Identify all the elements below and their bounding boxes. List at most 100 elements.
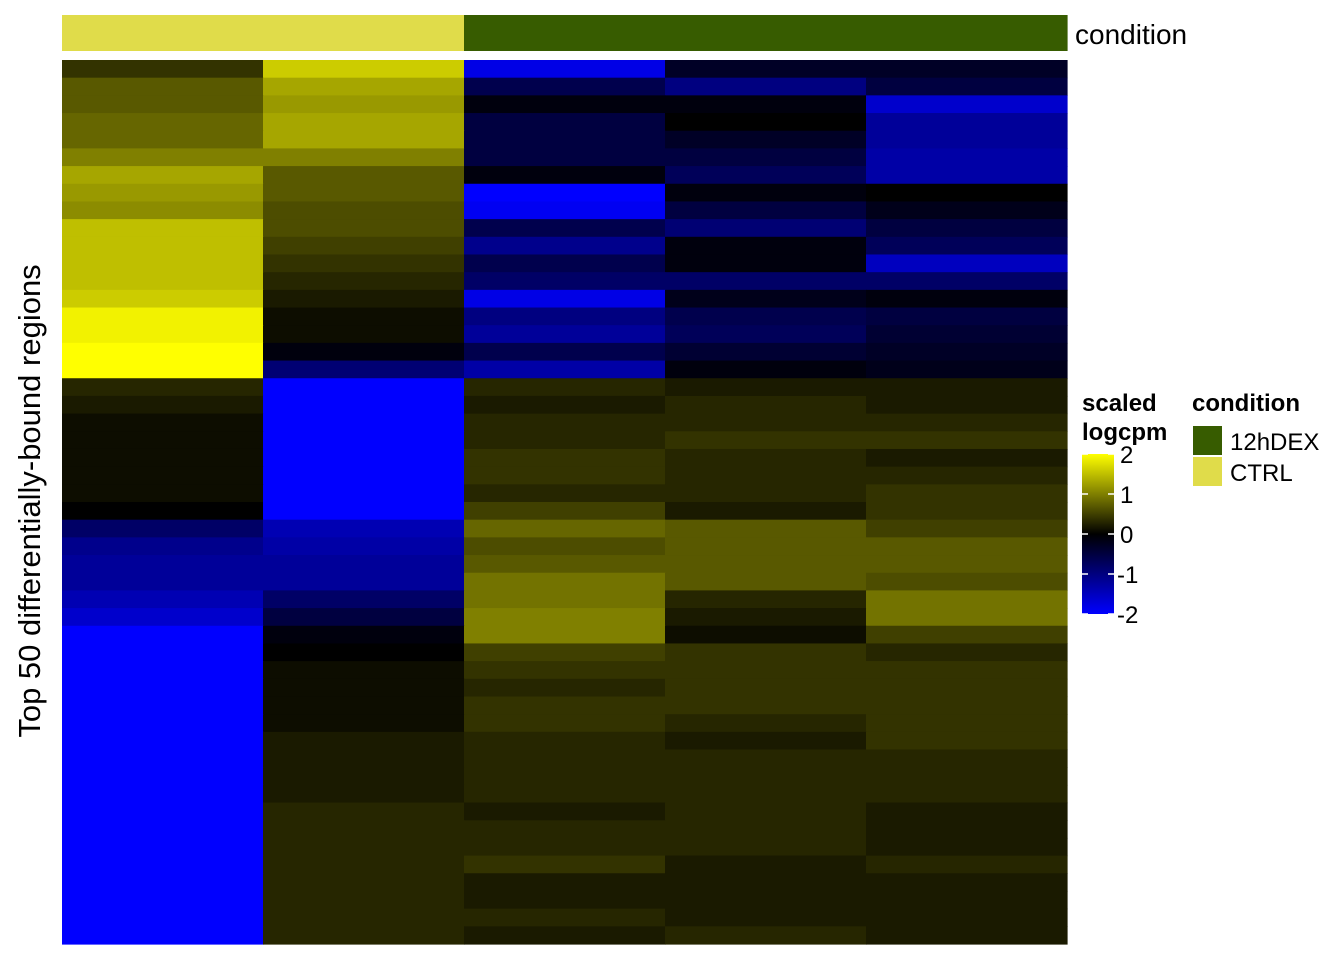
heatmap-cell	[62, 802, 264, 821]
heatmap-cell	[263, 820, 465, 839]
heatmap-cell	[464, 431, 666, 450]
heatmap-cell	[62, 95, 264, 114]
heatmap-cell	[464, 714, 666, 733]
heatmap-cell	[263, 908, 465, 927]
heatmap-cell	[263, 130, 465, 149]
heatmap-cell	[665, 784, 867, 804]
heatmap-cell	[263, 236, 465, 256]
heatmap-cell	[665, 873, 867, 892]
heatmap-cell	[665, 378, 867, 397]
heatmap-cell	[464, 448, 666, 468]
heatmap-cell	[62, 643, 264, 662]
heatmap-cell	[665, 448, 867, 468]
heatmap-cell	[665, 908, 867, 927]
heatmap-cell	[263, 802, 465, 821]
heatmap-cell	[62, 466, 264, 485]
heatmap-cell	[62, 360, 264, 379]
heatmap-cell	[464, 537, 666, 556]
heatmap-cell	[263, 466, 465, 485]
heatmap-cell	[464, 325, 666, 344]
heatmap-cell	[263, 431, 465, 450]
heatmap-cell	[464, 890, 666, 910]
heatmap-cell	[62, 625, 264, 645]
heatmap-cell	[464, 519, 666, 538]
heatmap-cell	[665, 643, 867, 662]
colorbar-title-line1: scaled	[1082, 390, 1157, 417]
heatmap-cell	[464, 378, 666, 397]
heatmap-cell	[464, 166, 666, 185]
heatmap-cell	[665, 148, 867, 167]
heatmap-cell	[866, 413, 1068, 432]
heatmap-cell	[866, 289, 1068, 309]
heatmap-cell	[62, 749, 264, 768]
heatmap-cells	[62, 60, 1068, 945]
heatmap-cell	[464, 678, 666, 698]
heatmap-cell	[62, 855, 264, 874]
heatmap-cell	[62, 378, 264, 397]
heatmap-cell	[665, 926, 867, 945]
heatmap-cell	[62, 519, 264, 538]
heatmap-cell	[866, 661, 1068, 680]
heatmap-cell	[665, 696, 867, 715]
heatmap-cell	[62, 661, 264, 680]
heatmap-cell	[665, 77, 867, 96]
heatmap-cell	[263, 714, 465, 733]
heatmap-cell	[665, 219, 867, 238]
heatmap-cell	[62, 395, 264, 415]
heatmap-cell	[464, 413, 666, 432]
heatmap-cell	[464, 148, 666, 167]
annotation-cell	[263, 15, 465, 51]
heatmap-cell	[62, 272, 264, 291]
heatmap-cell	[866, 360, 1068, 379]
colorbar-title-line2: logcpm	[1082, 419, 1167, 446]
heatmap-cell	[62, 307, 264, 326]
heatmap-cell	[464, 113, 666, 132]
heatmap-cell	[62, 342, 264, 362]
condition-legend-swatch	[1193, 457, 1222, 486]
heatmap-cell	[263, 113, 465, 132]
heatmap-cell	[665, 519, 867, 538]
heatmap-cell	[62, 572, 264, 591]
heatmap-cell	[263, 749, 465, 768]
heatmap-cell	[866, 855, 1068, 874]
heatmap-cell	[866, 908, 1068, 927]
heatmap-cell	[866, 395, 1068, 415]
condition-legend-label: CTRL	[1230, 460, 1293, 487]
heatmap-cell	[665, 360, 867, 379]
heatmap-cell	[464, 360, 666, 379]
colorbar-tick-label: 2	[1120, 442, 1133, 469]
heatmap-cell	[866, 714, 1068, 733]
heatmap-cell	[665, 272, 867, 291]
condition-annotation-bar	[62, 15, 1068, 51]
heatmap-cell	[665, 289, 867, 309]
heatmap-cell	[464, 643, 666, 662]
heatmap-cell	[665, 466, 867, 485]
heatmap-cell	[62, 325, 264, 344]
heatmap-cell	[263, 731, 465, 751]
heatmap-cell	[866, 166, 1068, 185]
heatmap-cell	[665, 661, 867, 680]
heatmap-cell	[62, 113, 264, 132]
heatmap-cell	[263, 767, 465, 786]
heatmap-cell	[665, 325, 867, 344]
heatmap-cell	[866, 873, 1068, 892]
heatmap-cell	[62, 183, 264, 203]
heatmap-cell	[866, 201, 1068, 220]
heatmap-cell	[263, 926, 465, 945]
heatmap-cell	[665, 678, 867, 698]
heatmap-cell	[263, 307, 465, 326]
heatmap-cell	[866, 608, 1068, 627]
heatmap-cell	[62, 537, 264, 556]
colorbar-tick-label: 0	[1120, 522, 1133, 549]
heatmap-cell	[62, 820, 264, 839]
heatmap-cell	[464, 289, 666, 309]
heatmap-cell	[263, 590, 465, 609]
heatmap-cell	[464, 77, 666, 96]
heatmap-cell	[866, 466, 1068, 485]
heatmap-cell	[866, 767, 1068, 786]
heatmap-cell	[62, 555, 264, 574]
heatmap-cell	[866, 625, 1068, 645]
heatmap-cell	[464, 484, 666, 503]
heatmap-cell	[62, 837, 264, 857]
heatmap-cell	[263, 837, 465, 857]
